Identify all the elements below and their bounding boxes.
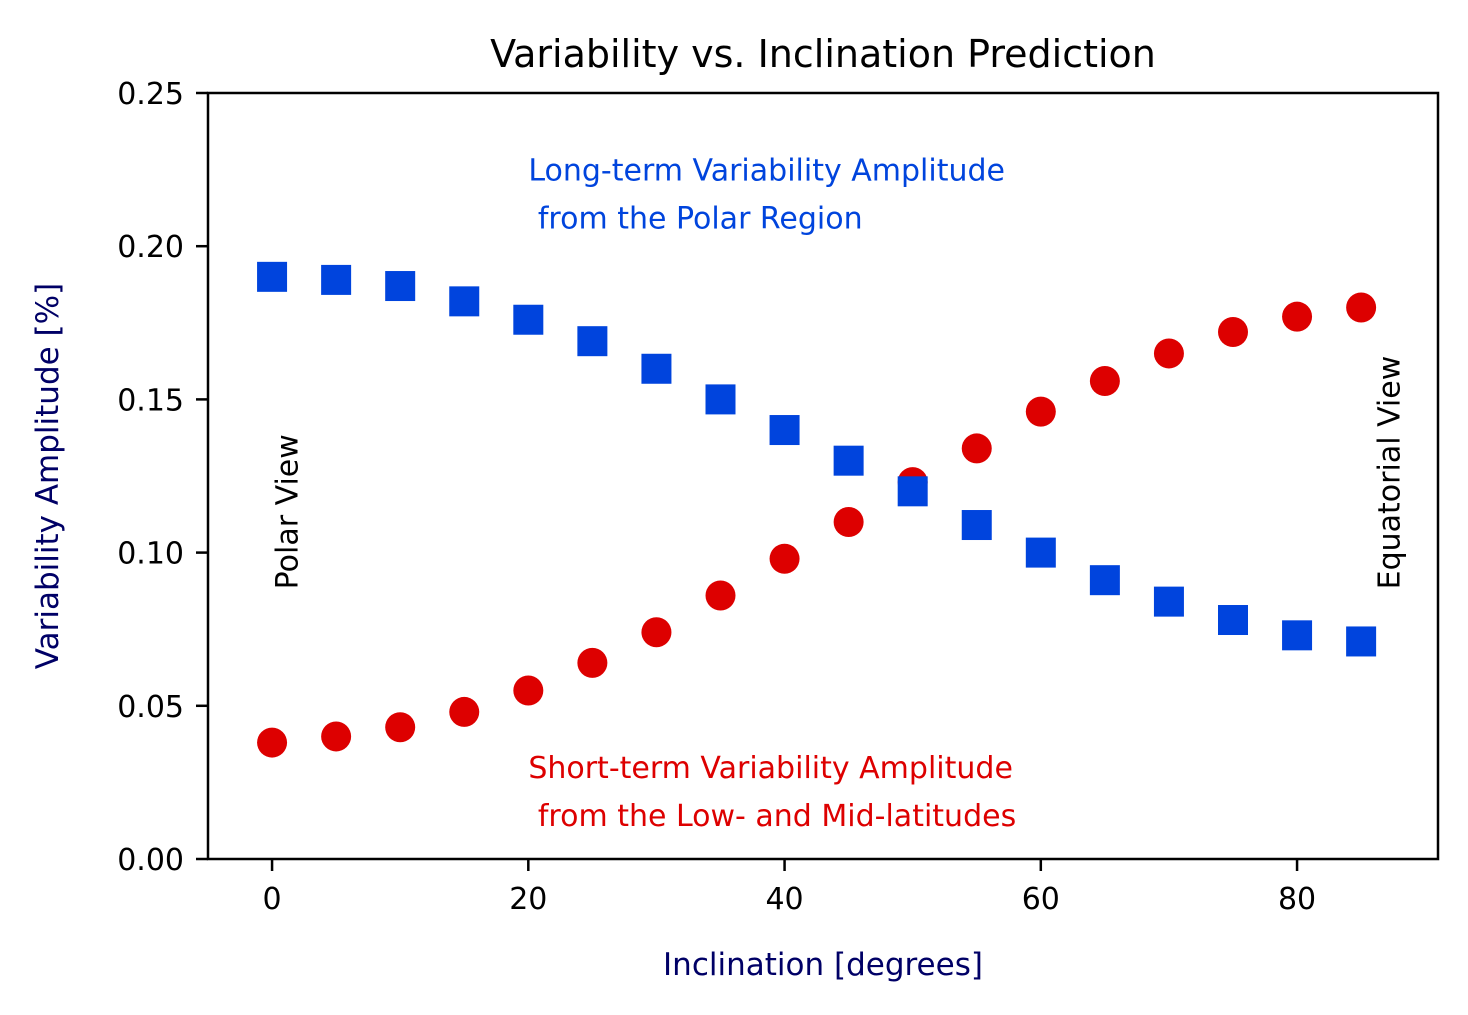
circle-marker	[321, 721, 352, 752]
circle-marker	[769, 543, 800, 574]
y-tick-label: 0.10	[117, 537, 184, 572]
square-marker	[897, 476, 928, 507]
x-axis-label: Inclination [degrees]	[663, 947, 983, 983]
y-tick-label: 0.15	[117, 383, 184, 418]
circle-marker	[1282, 301, 1313, 332]
circle-marker	[1153, 338, 1184, 369]
y-tick-label: 0.05	[117, 690, 184, 725]
annotation-label: Short-term Variability Amplitude	[528, 751, 1013, 786]
annotation-label: from the Polar Region	[528, 202, 862, 237]
annotation-label: from the Low- and Mid-latitudes	[528, 799, 1016, 834]
square-marker	[257, 261, 288, 292]
circle-marker	[385, 712, 416, 743]
circle-marker	[1218, 316, 1248, 347]
x-tick-label: 0	[263, 882, 282, 917]
y-tick-label: 0.25	[117, 77, 184, 112]
circle-marker	[705, 580, 736, 611]
square-marker	[833, 445, 864, 476]
square-marker	[1089, 565, 1120, 596]
x-tick-label: 80	[1278, 882, 1316, 917]
annotation-label: Equatorial View	[1373, 356, 1408, 590]
square-marker	[1025, 537, 1056, 568]
square-marker	[961, 510, 992, 541]
circle-marker	[513, 675, 544, 706]
annotation-label: Polar View	[271, 434, 306, 589]
square-marker	[705, 384, 736, 415]
x-tick-label: 40	[765, 882, 803, 917]
x-tick-label: 60	[1022, 882, 1060, 917]
square-marker	[769, 415, 800, 446]
circle-marker	[1346, 292, 1377, 323]
square-marker	[1153, 586, 1184, 617]
square-marker	[385, 271, 416, 302]
square-marker	[577, 326, 608, 357]
square-marker	[1282, 620, 1313, 651]
square-marker	[321, 264, 352, 295]
circle-marker	[1089, 366, 1120, 397]
circle-marker	[961, 433, 992, 464]
y-tick-label: 0.20	[117, 230, 184, 265]
square-marker	[449, 286, 480, 317]
square-marker	[1218, 605, 1248, 636]
square-marker	[1346, 626, 1377, 657]
annotation-label: Long-term Variability Amplitude	[528, 154, 1005, 189]
plot-frame	[206, 91, 1440, 861]
circle-marker	[257, 727, 288, 758]
circle-marker	[641, 617, 672, 648]
y-axis-label: Variability Amplitude [%]	[30, 283, 66, 669]
circle-marker	[1025, 396, 1056, 427]
chart-title: Variability vs. Inclination Prediction	[490, 32, 1156, 76]
circle-marker	[449, 696, 480, 727]
x-tick-label: 20	[509, 882, 547, 917]
circle-marker	[577, 647, 608, 678]
square-marker	[513, 304, 544, 335]
square-marker	[641, 353, 672, 384]
circle-marker	[833, 506, 864, 537]
y-tick-label: 0.00	[117, 843, 184, 878]
